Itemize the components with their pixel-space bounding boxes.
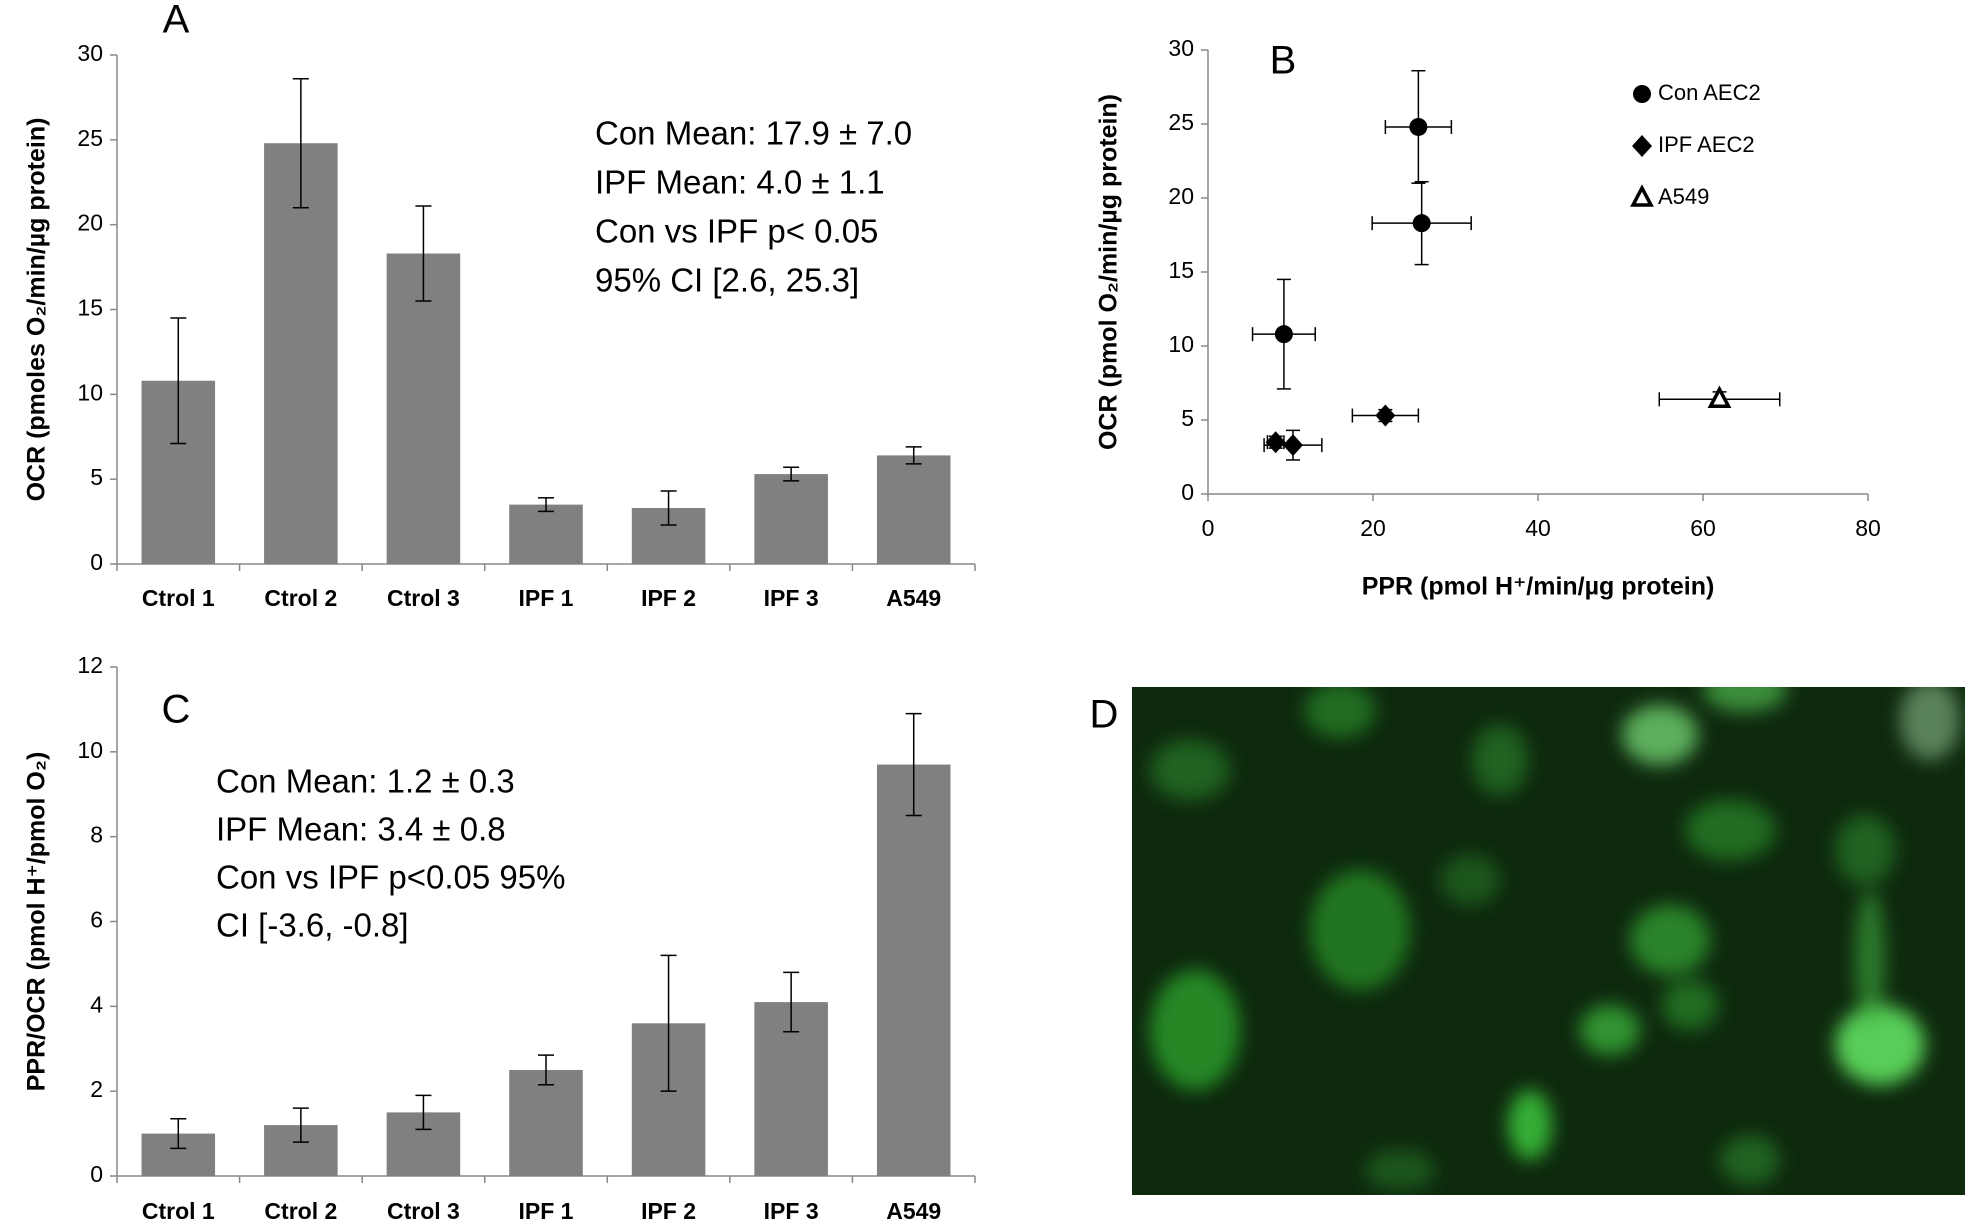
y-tick-label: 25 [77, 125, 103, 151]
x-tick-label: IPF 2 [641, 1198, 696, 1224]
panel-label: D [1090, 693, 1119, 737]
bar [264, 143, 338, 564]
x-tick-label: IPF 2 [641, 585, 696, 611]
x-tick-label: 20 [1360, 515, 1386, 541]
panel-label: B [1270, 39, 1297, 83]
x-axis-label: PPR (pmol H⁺/min/µg protein) [1362, 573, 1715, 601]
y-tick-label: 0 [90, 1161, 103, 1187]
x-tick-label: Ctrol 3 [387, 585, 460, 611]
y-axis-label: PPR/OCR (pmol H⁺/pmol O₂) [23, 752, 51, 1092]
legend-label: IPF AEC2 [1658, 132, 1755, 157]
bar [386, 253, 461, 564]
annotation: CI [-3.6, -0.8] [216, 907, 409, 944]
x-tick-label: IPF 3 [764, 1198, 819, 1224]
y-tick-label: 12 [77, 652, 103, 678]
x-tick-label: Ctrol 1 [142, 585, 215, 611]
y-tick-label: 10 [1168, 331, 1194, 357]
bar [754, 474, 828, 564]
bar [876, 455, 951, 564]
y-tick-label: 2 [90, 1076, 103, 1102]
bar [509, 1069, 583, 1176]
y-axis-label: OCR (pmoles O₂/min/µg protein) [23, 118, 51, 502]
y-tick-label: 15 [1168, 257, 1194, 283]
x-tick-label: 80 [1855, 515, 1881, 541]
y-tick-label: 4 [90, 991, 103, 1017]
y-axis-label: OCR (pmol O₂/min/µg protein) [1095, 94, 1123, 450]
x-tick-label: IPF 3 [764, 585, 819, 611]
annotation: IPF Mean: 3.4 ± 0.8 [216, 811, 506, 848]
y-tick-label: 15 [77, 295, 103, 321]
micrograph [1132, 687, 1965, 1195]
y-tick-label: 0 [90, 549, 103, 575]
point [1409, 117, 1428, 136]
legend-marker [1630, 184, 1654, 207]
y-tick-label: 10 [77, 379, 103, 405]
x-tick-label: Ctrol 3 [387, 1198, 460, 1224]
x-tick-label: IPF 1 [519, 585, 574, 611]
annotation: 95% CI [2.6, 25.3] [595, 262, 859, 299]
x-tick-label: Ctrol 2 [264, 1198, 337, 1224]
annotation: Con vs IPF p<0.05 95% [216, 859, 565, 896]
x-tick-label: A549 [886, 585, 941, 611]
y-tick-label: 10 [77, 737, 103, 763]
x-tick-label: A549 [886, 1198, 941, 1224]
annotation: Con vs IPF p< 0.05 [595, 213, 878, 250]
legend-marker [1632, 135, 1652, 157]
annotation: IPF Mean: 4.0 ± 1.1 [595, 164, 885, 201]
x-tick-label: 40 [1525, 515, 1551, 541]
point [1265, 431, 1286, 454]
cells [1150, 687, 1960, 1190]
y-tick-label: 0 [1181, 479, 1194, 505]
x-tick-label: 0 [1202, 515, 1215, 541]
point [1375, 404, 1396, 427]
point [1707, 385, 1732, 409]
bar [876, 764, 951, 1176]
x-tick-label: Ctrol 1 [142, 1198, 215, 1224]
y-tick-label: 20 [77, 210, 103, 236]
y-tick-label: 5 [90, 464, 103, 490]
legend-label: Con AEC2 [1658, 80, 1761, 105]
x-tick-label: 60 [1690, 515, 1716, 541]
y-tick-label: 30 [77, 40, 103, 66]
annotation: Con Mean: 17.9 ± 7.0 [595, 115, 912, 152]
y-tick-label: 20 [1168, 183, 1194, 209]
y-tick-label: 6 [90, 907, 103, 933]
y-tick-label: 8 [90, 822, 103, 848]
panel-label: C [162, 688, 191, 732]
panel-label: A [163, 0, 190, 42]
x-tick-label: Ctrol 2 [264, 585, 337, 611]
x-tick-label: IPF 1 [519, 1198, 574, 1224]
y-tick-label: 25 [1168, 109, 1194, 135]
point [1412, 214, 1431, 233]
legend-label: A549 [1658, 184, 1709, 209]
legend-marker [1633, 85, 1651, 103]
annotation: Con Mean: 1.2 ± 0.3 [216, 763, 515, 800]
point [1282, 434, 1303, 457]
bar [509, 504, 583, 564]
point [1274, 325, 1293, 344]
y-tick-label: 5 [1181, 405, 1194, 431]
y-tick-label: 30 [1168, 35, 1194, 61]
